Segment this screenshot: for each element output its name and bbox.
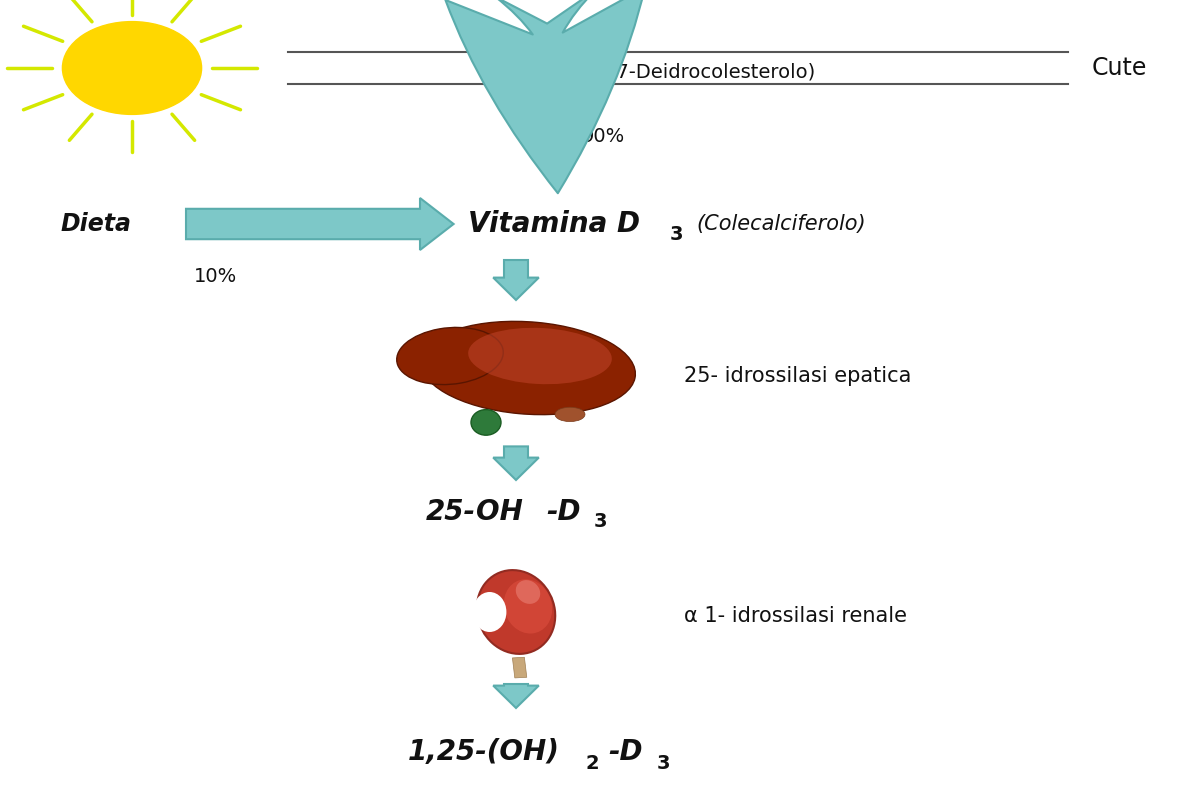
FancyArrow shape	[493, 260, 539, 300]
Ellipse shape	[470, 410, 502, 435]
Text: OH: OH	[476, 498, 523, 526]
Text: 10%: 10%	[194, 266, 238, 286]
Ellipse shape	[476, 570, 556, 654]
Text: 3: 3	[670, 225, 683, 244]
Text: 2: 2	[586, 754, 599, 773]
Ellipse shape	[554, 407, 586, 422]
Text: Dieta: Dieta	[60, 212, 132, 236]
Text: 25-: 25-	[426, 498, 476, 526]
Text: (Colecalciferolo): (Colecalciferolo)	[696, 214, 865, 234]
FancyArrow shape	[186, 198, 454, 250]
FancyArrow shape	[512, 658, 527, 678]
FancyArrowPatch shape	[445, 0, 646, 194]
Ellipse shape	[504, 579, 552, 634]
Text: 90%: 90%	[582, 126, 625, 146]
Text: α 1- idrossilasi renale: α 1- idrossilasi renale	[684, 606, 907, 626]
FancyArrow shape	[493, 684, 539, 708]
Ellipse shape	[421, 322, 635, 414]
Text: -D: -D	[608, 738, 643, 766]
Ellipse shape	[473, 592, 506, 632]
Text: 25- idrossilasi epatica: 25- idrossilasi epatica	[684, 366, 911, 386]
Ellipse shape	[516, 580, 540, 604]
Ellipse shape	[397, 327, 503, 385]
Text: 3: 3	[594, 512, 607, 531]
Ellipse shape	[468, 328, 612, 384]
Text: Cute: Cute	[1092, 56, 1147, 80]
Text: 1,25-(OH): 1,25-(OH)	[408, 738, 560, 766]
Text: -D: -D	[546, 498, 581, 526]
Text: 7 DHC (7-Deidrocolesterolo): 7 DHC (7-Deidrocolesterolo)	[541, 62, 815, 82]
Circle shape	[62, 22, 202, 114]
FancyArrow shape	[493, 446, 539, 480]
Text: Vitamina D: Vitamina D	[468, 210, 640, 238]
Text: 3: 3	[656, 754, 670, 773]
